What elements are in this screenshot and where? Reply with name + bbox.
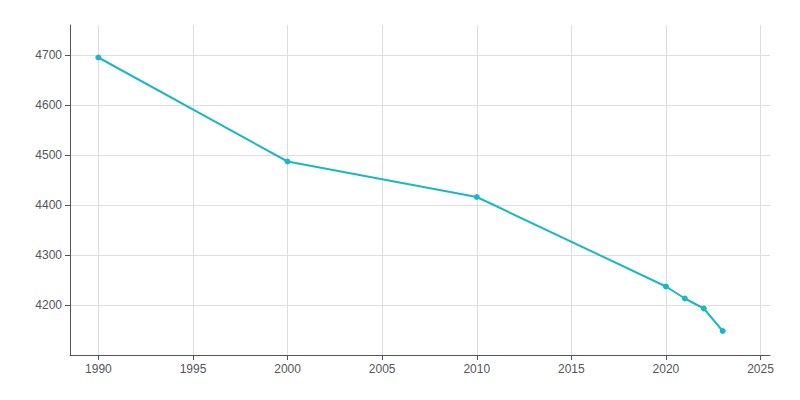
svg-text:1990: 1990: [85, 362, 112, 376]
svg-text:4200: 4200: [35, 298, 62, 312]
svg-text:2005: 2005: [369, 362, 396, 376]
svg-text:2010: 2010: [463, 362, 490, 376]
svg-text:4300: 4300: [35, 248, 62, 262]
svg-text:4700: 4700: [35, 48, 62, 62]
svg-text:4500: 4500: [35, 148, 62, 162]
svg-text:4400: 4400: [35, 198, 62, 212]
svg-text:4600: 4600: [35, 98, 62, 112]
svg-text:2025: 2025: [747, 362, 774, 376]
svg-text:2015: 2015: [558, 362, 585, 376]
svg-text:2020: 2020: [653, 362, 680, 376]
svg-text:2000: 2000: [274, 362, 301, 376]
svg-text:1995: 1995: [180, 362, 207, 376]
